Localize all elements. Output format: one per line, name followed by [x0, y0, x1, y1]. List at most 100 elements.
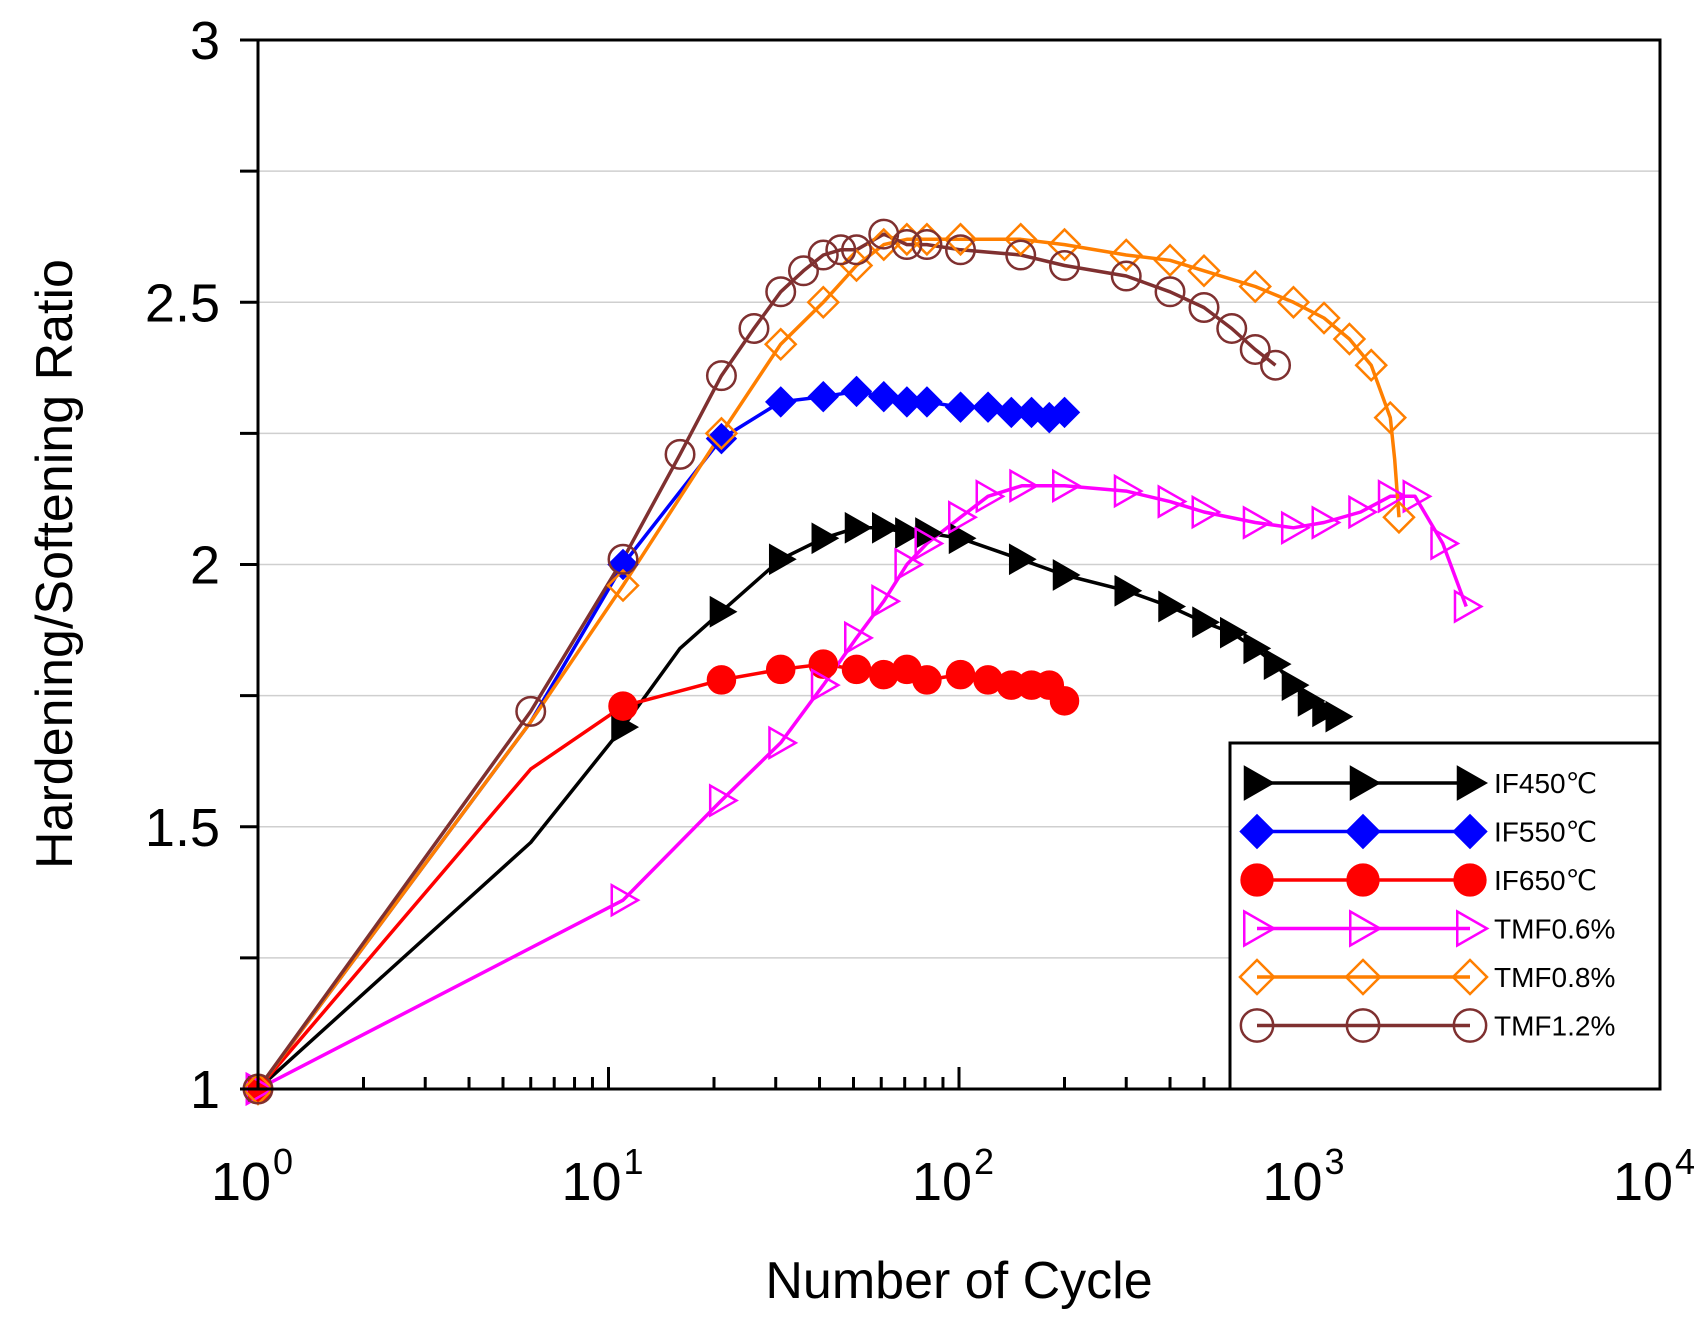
legend-label: IF650℃: [1494, 865, 1597, 896]
data-point: [943, 222, 978, 257]
data-point: [972, 391, 1004, 423]
legend-marker: [1456, 765, 1489, 801]
data-point: [1049, 250, 1081, 282]
data-point: [872, 511, 900, 544]
data-point: [1402, 479, 1433, 514]
x-tick-label: 103: [1262, 1141, 1344, 1212]
legend-label: IF450℃: [1494, 768, 1597, 799]
y-tick-label: 2.5: [145, 273, 220, 333]
legend-marker: [1346, 863, 1380, 897]
data-point: [825, 234, 857, 266]
legend-label: TMF1.2%: [1494, 1011, 1615, 1042]
series-markers-2: [243, 649, 1080, 1104]
data-point: [808, 649, 839, 679]
legend-marker: [1243, 765, 1276, 801]
data-point: [1219, 616, 1248, 649]
data-point: [895, 517, 923, 549]
data-point: [1109, 238, 1143, 272]
data-point: [806, 285, 841, 320]
data-point: [606, 568, 640, 603]
data-point: [705, 422, 738, 455]
data-point: [1382, 500, 1416, 535]
data-point: [768, 543, 797, 576]
data-point: [1049, 686, 1080, 716]
data-point: [1243, 632, 1272, 665]
data-point: [844, 511, 873, 544]
data-point: [608, 691, 638, 721]
data-point: [912, 665, 942, 695]
legend-marker: [1238, 958, 1276, 996]
data-point: [844, 620, 875, 656]
series-markers-5: [242, 218, 1292, 1105]
data-point: [811, 522, 840, 555]
data-point: [787, 255, 819, 287]
data-point: [871, 584, 902, 619]
data-point: [1297, 685, 1326, 717]
data-point: [704, 416, 739, 451]
series-markers-3: [245, 468, 1484, 1107]
data-point: [1052, 559, 1081, 591]
data-point: [1377, 479, 1408, 514]
series-line-5: [256, 232, 1277, 1091]
data-point: [709, 595, 738, 628]
y-tick-label: 3: [190, 11, 220, 71]
data-point: [1430, 526, 1461, 561]
data-point: [868, 380, 900, 413]
data-point: [911, 229, 943, 261]
data-point: [1354, 348, 1388, 382]
legend-marker: [1451, 958, 1489, 996]
y-tick-label: 1: [190, 1060, 220, 1120]
data-point: [1187, 254, 1221, 288]
data-point: [1048, 396, 1081, 429]
y-tick-label: 2: [190, 536, 220, 596]
series-markers-0: [246, 511, 1354, 1105]
legend-box: [1228, 741, 1662, 1091]
data-point: [1113, 473, 1144, 509]
data-point: [841, 654, 872, 685]
data-point: [765, 276, 797, 308]
legend-marker: [1345, 813, 1381, 850]
data-point: [1153, 243, 1187, 278]
legend: IF450℃ IF550℃ IF650℃ TMF0.6% TMF0.8% TMF1.2%: [1228, 741, 1662, 1091]
grid-lines: [258, 170, 1660, 959]
legend-marker: [1452, 1008, 1488, 1043]
data-point: [1158, 590, 1187, 623]
data-point: [610, 883, 641, 918]
legend-marker: [1453, 863, 1487, 897]
legend-marker: [1344, 958, 1382, 996]
legend-marker: [1239, 813, 1275, 850]
data-point: [738, 312, 770, 344]
data-point: [1191, 494, 1222, 530]
data-point: [891, 229, 923, 261]
series-line-4: [256, 237, 1401, 1091]
legend-marker: [1349, 909, 1383, 948]
data-point: [1192, 606, 1220, 639]
x-tick-label: 104: [1613, 1141, 1695, 1212]
data-point: [1276, 285, 1311, 320]
data-point: [945, 234, 977, 266]
data-point: [810, 667, 841, 703]
data-point: [1242, 505, 1273, 540]
y-axis: 1 1.5 2 2.5 3: [145, 11, 258, 1120]
data-point: [1311, 505, 1342, 540]
data-point: [807, 380, 839, 413]
series-markers: [241, 218, 1484, 1107]
data-point: [763, 327, 798, 361]
data-point: [765, 386, 797, 418]
data-point: [1280, 510, 1311, 545]
legend-marker: [1456, 909, 1490, 948]
x-tick-label: 100: [211, 1141, 293, 1212]
x-axis-title: Number of Cycle: [765, 1252, 1152, 1310]
data-point: [664, 438, 696, 470]
data-point: [1003, 222, 1038, 257]
data-point: [1114, 574, 1143, 607]
legend-marker: [1349, 765, 1382, 801]
legend-marker: [1243, 909, 1277, 948]
data-point: [1307, 301, 1341, 335]
data-point: [911, 386, 943, 418]
data-point: [1005, 239, 1037, 271]
data-point: [975, 479, 1006, 514]
data-point: [515, 695, 547, 727]
y-axis-title: Hardening/Softening Ratio: [26, 259, 84, 869]
